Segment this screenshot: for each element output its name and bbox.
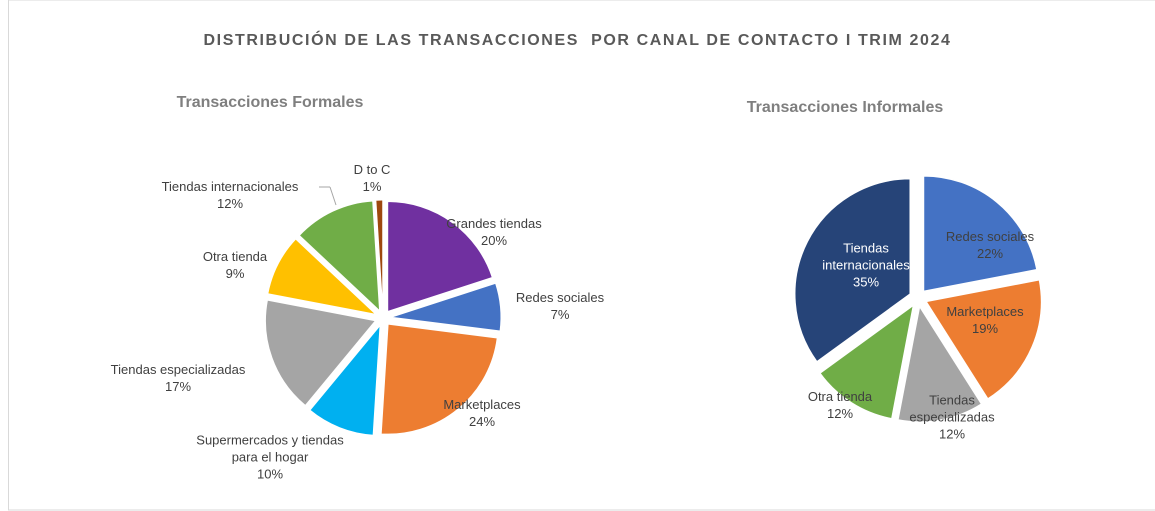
data-label: Grandes tiendas 20% [439, 215, 549, 249]
leader-line [329, 186, 337, 206]
data-label: Redes sociales 7% [505, 289, 615, 323]
data-label: Otra tienda 9% [180, 248, 290, 282]
pie-slice [925, 279, 1042, 400]
category-label: Redes sociales [945, 229, 1035, 244]
chart-border [8, 0, 1155, 511]
category-label: Tiendas internacionales [161, 179, 299, 194]
category-label: Marketplaces [443, 397, 521, 412]
value-label: 35% [852, 274, 880, 290]
category-label: Otra tienda [202, 249, 268, 264]
data-label: Supermercados y tiendas para el hogar 10% [185, 432, 355, 483]
value-label: 1% [362, 179, 382, 194]
category-label: Marketplaces [946, 304, 1024, 319]
value-label: 7% [550, 307, 570, 322]
value-label: 12% [216, 196, 244, 211]
pie-slice [923, 175, 1038, 292]
pie-slice [387, 201, 493, 313]
pie-slice [819, 304, 914, 420]
pie-slice [265, 299, 377, 407]
pie-slice [375, 199, 384, 311]
category-label: Redes sociales [515, 290, 605, 305]
data-label: Redes sociales 22% [935, 228, 1045, 262]
value-label: 9% [225, 266, 245, 281]
pie-slice [298, 200, 381, 312]
category-label: Otra tienda [807, 389, 873, 404]
category-label: Tiendas internacionales [822, 240, 910, 273]
chart-title: DISTRIBUCIÓN DE LAS TRANSACCIONES POR CA… [203, 32, 952, 49]
pie-slice [380, 323, 498, 435]
pie-slice [267, 238, 378, 316]
data-label: Otra tienda 12% [790, 388, 890, 422]
data-label: D to C 1% [332, 161, 412, 195]
pie-title: Transacciones Informales [746, 99, 944, 116]
pie-slice [897, 305, 982, 423]
category-label: Supermercados y tiendas para el hogar [196, 432, 344, 465]
category-label: Tiendas especializadas [110, 362, 246, 377]
pie-title: Transacciones Formales [176, 94, 364, 111]
value-label: 10% [256, 466, 284, 482]
value-label: 22% [976, 246, 1004, 261]
data-label: Tiendas internacionales 12% [140, 178, 320, 212]
category-label: Tiendas especializadas [909, 392, 995, 425]
value-label: 17% [164, 379, 192, 394]
value-label: 24% [468, 414, 496, 429]
value-label: 19% [971, 321, 999, 336]
value-label: 20% [480, 233, 508, 248]
value-label: 12% [938, 426, 966, 442]
pie-slice [794, 178, 911, 363]
data-label: Tiendas especializadas 12% [907, 392, 997, 443]
pie-slice [309, 323, 381, 436]
category-label: Grandes tiendas [446, 216, 542, 231]
data-label: Marketplaces 24% [427, 396, 537, 430]
data-label: Marketplaces 19% [930, 303, 1040, 337]
data-label: Tiendas especializadas 17% [98, 361, 258, 395]
pie-slice [390, 282, 502, 332]
value-label: 12% [826, 406, 854, 421]
category-label: D to C [353, 162, 391, 177]
data-label: Tiendas internacionales 35% [811, 240, 921, 291]
